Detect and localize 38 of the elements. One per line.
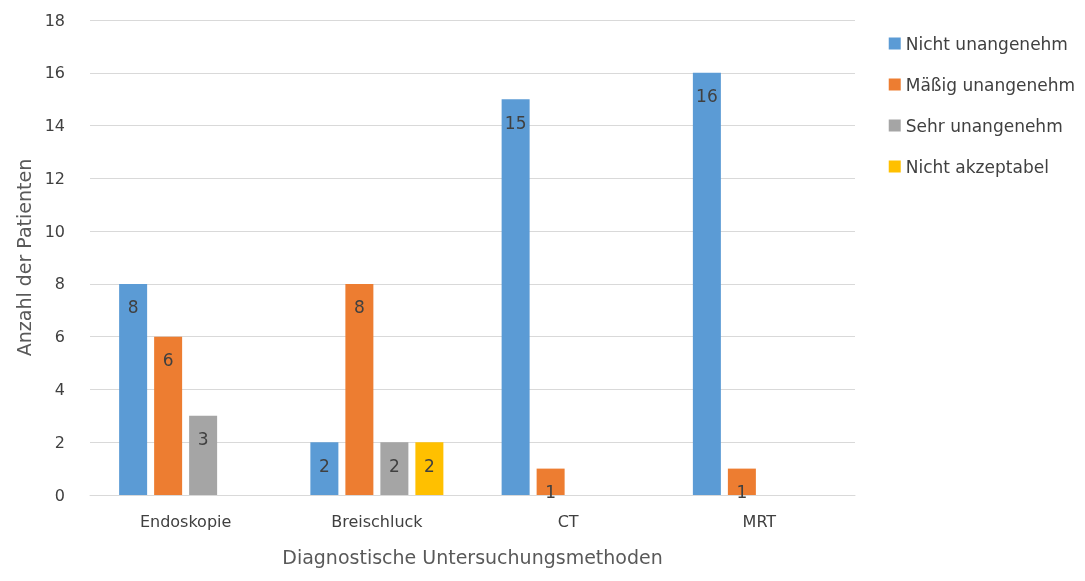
data-label: 8 xyxy=(127,297,139,318)
data-label: 16 xyxy=(696,86,718,107)
bar xyxy=(415,442,444,495)
bar xyxy=(189,415,218,495)
data-label: 2 xyxy=(423,455,435,476)
x-axis-title: Diagnostische Untersuchungsmethoden xyxy=(282,545,663,568)
bar xyxy=(310,442,339,495)
x-tick-label: Breischluck xyxy=(331,511,424,531)
bar xyxy=(501,99,530,495)
y-tick-label: 4 xyxy=(54,379,65,399)
y-tick-label: 2 xyxy=(54,432,65,452)
legend-label: Sehr unangenehm xyxy=(905,115,1063,136)
bar xyxy=(692,72,721,495)
y-axis-title: Anzahl der Patienten xyxy=(13,158,36,357)
y-tick-label: 16 xyxy=(44,63,65,83)
y-tick-label: 8 xyxy=(54,274,65,294)
bar xyxy=(119,283,148,495)
y-tick-label: 6 xyxy=(54,327,65,347)
y-tick-label: 12 xyxy=(44,168,65,188)
x-tick-label: MRT xyxy=(742,511,777,531)
y-tick-label: 18 xyxy=(44,10,65,30)
data-label: 8 xyxy=(353,297,365,318)
legend-label: Mäßig unangenehm xyxy=(905,74,1076,95)
legend-label: Nicht unangenehm xyxy=(905,33,1068,54)
bar xyxy=(345,283,374,495)
bar xyxy=(154,336,183,495)
bar xyxy=(380,442,409,495)
data-label: 15 xyxy=(504,112,527,133)
data-label: 3 xyxy=(197,429,209,450)
x-tick-label: CT xyxy=(557,511,579,531)
data-label: 2 xyxy=(318,455,330,476)
y-tick-label: 10 xyxy=(44,221,65,241)
x-tick-label: Endoskopie xyxy=(139,511,232,531)
y-tick-label: 0 xyxy=(54,485,65,505)
y-tick-label: 14 xyxy=(44,116,65,136)
data-label: 6 xyxy=(162,350,174,371)
legend-label: Nicht akzeptabel xyxy=(905,156,1049,177)
data-label: 2 xyxy=(388,455,400,476)
